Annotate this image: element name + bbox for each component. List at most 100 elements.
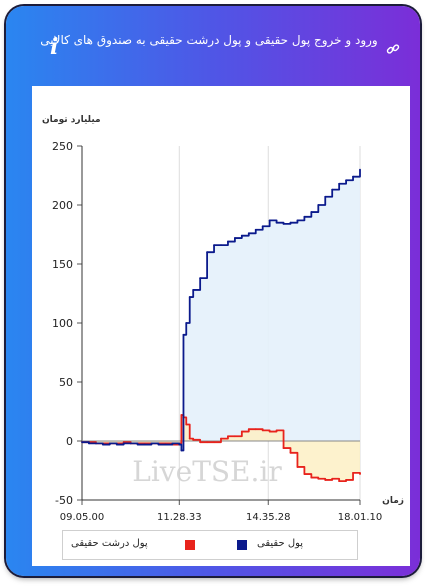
data-point-1: [227, 435, 229, 438]
legend-label-big-real-money: پول درشت حقیقی: [71, 538, 148, 549]
y-tick-label: 200: [52, 199, 73, 212]
data-point-1: [206, 441, 209, 444]
watermark: LiveTSE.ir: [132, 455, 282, 488]
data-point-0: [180, 449, 183, 452]
legend-item-real-money[interactable]: پول حقیقی: [233, 538, 351, 552]
data-point-0: [206, 251, 209, 254]
data-point-0: [324, 195, 327, 198]
data-point-0: [289, 221, 292, 224]
data-point-1: [180, 414, 183, 416]
data-point-0: [192, 289, 195, 291]
series-area-1: [82, 415, 360, 482]
y-tick-label: -50: [55, 494, 73, 507]
data-point-0: [178, 443, 181, 446]
data-point-1: [345, 479, 347, 481]
data-point-0: [185, 322, 188, 324]
data-point-1: [310, 476, 313, 479]
data-point-0: [234, 237, 236, 239]
data-point-0: [199, 277, 202, 280]
data-point-0: [95, 442, 97, 445]
data-point-1: [220, 437, 222, 440]
data-point-0: [129, 442, 132, 445]
chart-title: ورود و خروج پول حقیقی و پول درشت حقیقی ب…: [40, 33, 378, 47]
data-point-1: [240, 430, 243, 433]
widget-card: i ورود و خروج پول حقیقی و پول درشت حقیقی…: [6, 6, 420, 576]
data-point-1: [324, 479, 327, 481]
data-point-0: [171, 442, 174, 445]
data-point-1: [213, 441, 215, 444]
data-point-1: [188, 437, 191, 440]
data-point-0: [254, 228, 257, 231]
y-tick-label: 0: [66, 435, 73, 448]
data-point-0: [88, 442, 90, 445]
data-point-0: [101, 443, 104, 446]
series-area-0: [82, 169, 360, 451]
x-tick-label: 18.01.10: [338, 512, 383, 523]
data-point-1: [338, 480, 341, 483]
data-point-1: [352, 471, 354, 474]
data-point-0: [157, 443, 160, 446]
legend: پول حقیقی پول درشت حقیقی: [62, 530, 358, 560]
data-point-0: [359, 168, 361, 171]
data-point-1: [359, 473, 361, 475]
data-point-1: [247, 428, 250, 431]
data-point-0: [108, 442, 111, 445]
data-point-0: [338, 182, 341, 185]
data-point-0: [122, 442, 125, 445]
data-point-0: [227, 240, 229, 243]
y-tick-label: 50: [59, 376, 73, 389]
line-chart: میلیارد تومان زمان 09.05.00 11.28.33 14.35.2…: [42, 115, 404, 523]
data-point-1: [282, 447, 285, 449]
data-point-1: [331, 477, 334, 480]
y-tick-label: 100: [52, 317, 73, 330]
data-point-1: [289, 451, 292, 454]
data-point-0: [182, 333, 185, 336]
data-point-1: [303, 473, 306, 475]
y-tick-label: 150: [52, 258, 73, 271]
legend-swatch-big-real-money: [185, 540, 195, 550]
data-point-1: [317, 477, 320, 480]
data-point-0: [136, 443, 139, 446]
legend-label-real-money: پول حقیقی: [257, 538, 304, 549]
data-point-0: [331, 188, 334, 191]
data-point-0: [240, 234, 243, 237]
data-point-0: [81, 441, 83, 444]
data-point-0: [345, 179, 347, 182]
data-point-0: [213, 244, 215, 247]
data-point-1: [185, 423, 188, 426]
data-point-1: [234, 435, 236, 438]
x-tick-label: 14.35.28: [246, 512, 291, 523]
data-point-0: [143, 443, 146, 446]
data-point-1: [296, 466, 299, 468]
data-point-1: [199, 441, 202, 444]
data-point-0: [188, 296, 191, 298]
data-point-1: [192, 438, 195, 441]
data-point-1: [254, 428, 257, 431]
data-point-0: [317, 204, 320, 206]
data-point-0: [247, 232, 250, 235]
data-point-0: [220, 244, 222, 247]
data-point-1: [268, 430, 271, 433]
y-axis-label: میلیارد تومان: [42, 115, 101, 125]
legend-swatch-real-money: [237, 540, 247, 550]
data-point-0: [310, 211, 313, 213]
x-axis-label: زمان: [382, 496, 404, 506]
x-tick-label: 09.05.00: [60, 512, 105, 523]
data-point-0: [296, 219, 299, 222]
data-point-0: [150, 442, 153, 445]
data-point-0: [303, 215, 306, 218]
data-point-1: [261, 429, 264, 432]
chart-panel: میلیارد تومان زمان 09.05.00 11.28.33 14.35.2…: [32, 86, 410, 566]
data-point-0: [261, 225, 264, 228]
data-point-1: [275, 429, 278, 432]
data-point-0: [352, 175, 354, 178]
legend-item-big-real-money[interactable]: پول درشت حقیقی: [67, 538, 217, 552]
y-tick-label: 250: [52, 140, 73, 153]
data-point-0: [282, 222, 285, 225]
link-icon[interactable]: [386, 42, 400, 56]
data-point-0: [115, 443, 118, 446]
x-tick-label: 11.28.33: [157, 512, 202, 523]
data-point-0: [268, 219, 271, 222]
info-icon[interactable]: i: [50, 34, 59, 60]
data-point-0: [164, 443, 167, 446]
